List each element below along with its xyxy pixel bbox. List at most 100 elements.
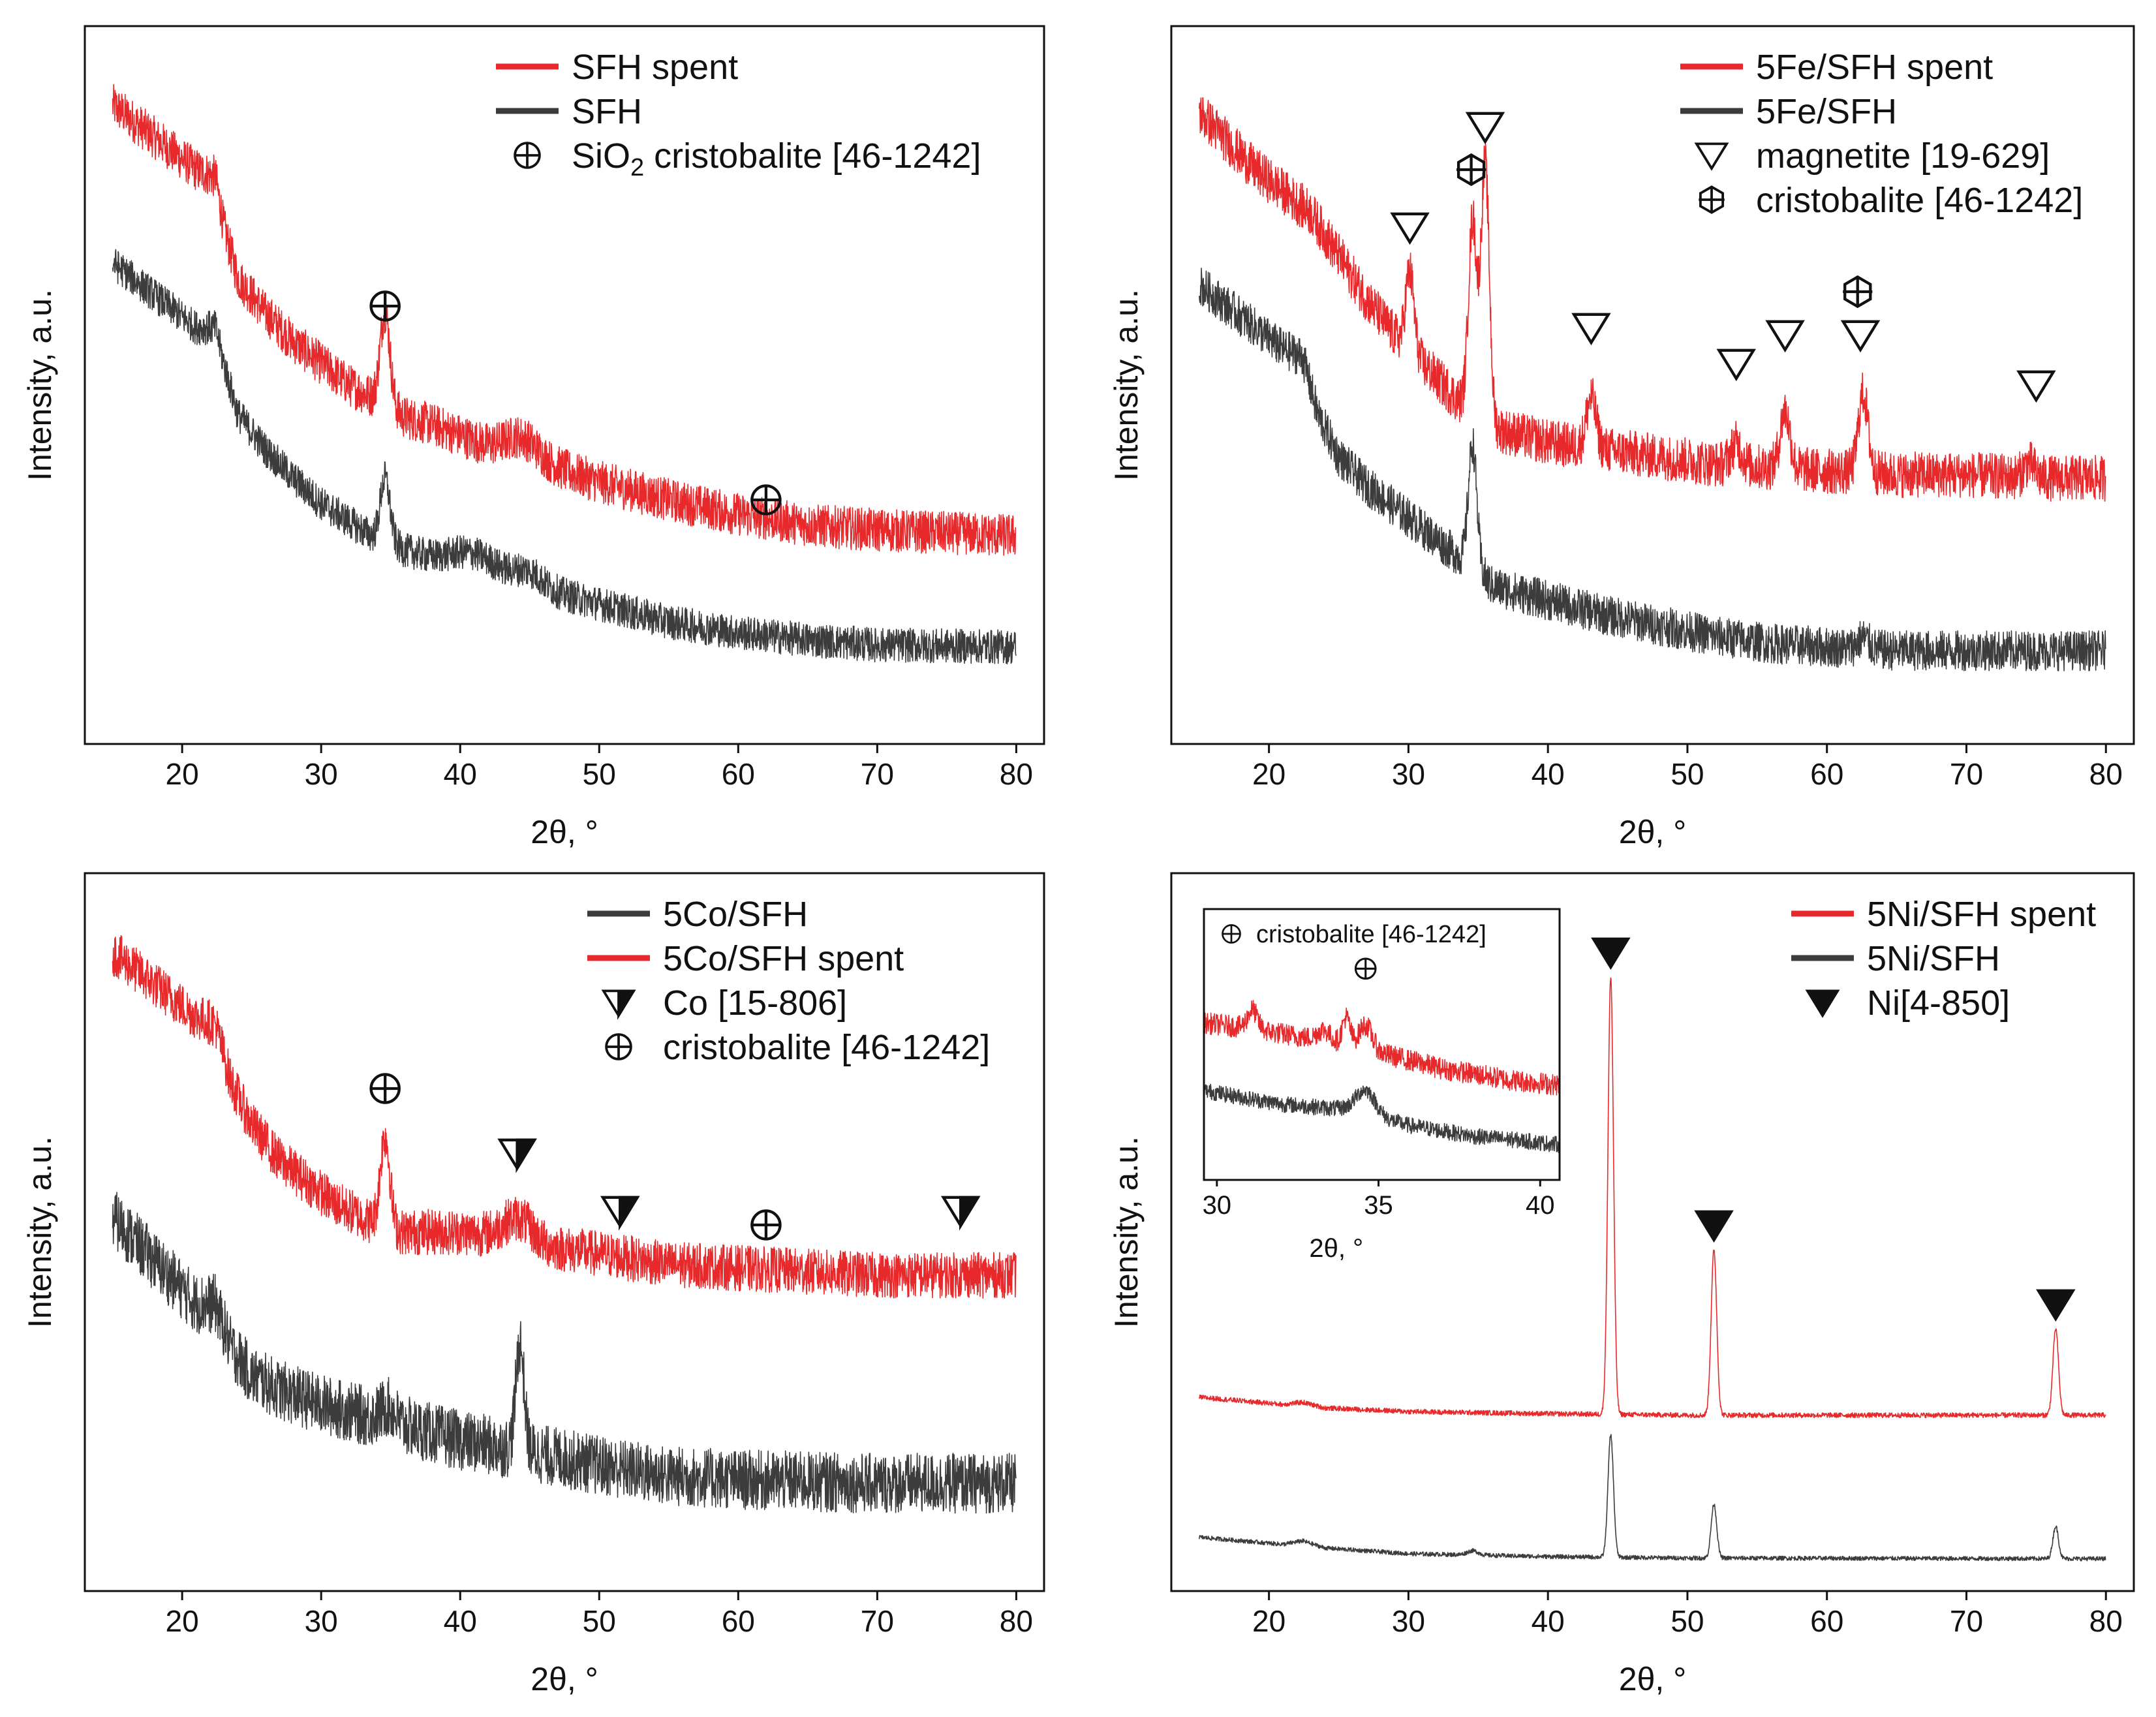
peak-marker-circle-plus [750,484,782,516]
series-trace-5ni-sfh [1203,1083,1560,1153]
x-tick-label: 30 [305,757,338,791]
x-tick-label: 40 [1532,1604,1565,1638]
x-tick-label: 50 [1671,1604,1704,1638]
series-trace-5co-sfh [112,1192,1017,1514]
legend-marker-circle-plus [605,1033,632,1060]
legend-label: Ni[4-850] [1867,983,2010,1023]
x-tick-label: 70 [861,757,894,791]
x-tick-label: 50 [583,757,616,791]
x-axis-label: 2θ, ° [531,814,598,850]
series-trace-5ni-sfh [1199,1434,2106,1562]
x-tick-label: 40 [1532,757,1565,791]
legend-marker-tri-open [1694,142,1729,171]
legend-item: 5Fe/SFH [1680,92,1897,131]
x-tick-label: 30 [305,1604,338,1638]
plot-frame [1170,25,2135,745]
peak-marker-hex-plus [1456,153,1486,187]
peak-marker-tri-filled [1591,937,1631,970]
legend-item: SFH spent [496,48,738,87]
series-trace-5co-sfh-spent [112,935,1017,1299]
peak-marker-tri-open [1571,313,1611,346]
peak-marker-tri-half [497,1138,537,1173]
x-axis-label: 2θ, ° [1619,814,1686,850]
legend-label: 5Co/SFH spent [663,939,904,978]
x-tick-label: 80 [1000,1604,1033,1638]
peak-marker-tri-half [940,1196,981,1231]
x-tick-label: 80 [2089,1604,2123,1638]
legend-item: cristobalite [46-1242] [1699,181,2083,220]
series-trace-sfh-spent [112,84,1017,556]
y-axis-label: Intensity, a.u. [1108,1136,1145,1328]
inset-legend-marker-circle-plus [1222,924,1241,944]
inset-legend-label: cristobalite [46-1242] [1256,921,1486,948]
legend-label: Co [15-806] [663,983,847,1023]
series-trace-5fe-sfh-spent [1199,97,2106,502]
inset-x-axis-label: 2θ, ° [1309,1234,1363,1263]
legend: 5Fe/SFH spent 5Fe/SFH magnetite [19-629] cr… [1680,48,2083,220]
legend-item: cristobalite [46-1242] [605,1028,990,1067]
x-tick-label: 80 [2089,757,2123,791]
x-axis-label: 2θ, ° [531,1661,598,1697]
x-axis-label: 2θ, ° [1619,1661,1686,1697]
y-axis-label: Intensity, a.u. [22,289,58,481]
legend-item: 5Co/SFH spent [587,939,904,978]
legend-label: SiO2 cristobalite [46-1242] [572,136,981,181]
x-tick-label: 50 [1671,757,1704,791]
x-tick-label: 30 [1392,1604,1425,1638]
panel-co: 20 30 40 50 60 70 80 2θ, ° Intensity, a.u. 5Co/SF… [22,872,1045,1697]
x-tick-label: 70 [861,1604,894,1638]
x-tick-label: 70 [1950,1604,1983,1638]
x-tick-label: 30 [1392,757,1425,791]
peak-marker-tri-open [1716,348,1757,382]
legend-item: 5Ni/SFH [1791,939,2000,978]
x-tick-label: 50 [583,1604,616,1638]
legend-item: 5Fe/SFH spent [1680,48,1993,87]
legend: SFH spent SFH SiO2 cristobalite [46-1242] [496,48,981,181]
inset-peak-marker-circle-plus [1354,957,1377,980]
legend-label: cristobalite [46-1242] [1756,181,2083,220]
peak-marker-tri-filled [1694,1210,1734,1243]
legend-item: SFH [496,92,642,131]
peak-marker-circle-plus [369,290,401,322]
legend-label: cristobalite [46-1242] [663,1028,990,1067]
x-tick-label: 60 [722,1604,755,1638]
panel-ni: 20 30 40 50 60 70 80 2θ, ° Intensity, a.u. 5Ni/SF… [1108,872,2135,1697]
peak-marker-circle-plus [369,1073,401,1104]
series-trace-5ni-sfh-spent [1203,1000,1560,1096]
peak-marker-tri-filled [2036,1289,2076,1322]
x-tick-label: 70 [1950,757,1983,791]
x-tick-label: 60 [1810,1604,1843,1638]
x-tick-label: 60 [722,757,755,791]
peak-marker-tri-open [1465,112,1505,145]
peak-marker-tri-half [600,1196,640,1231]
x-tick-label: 20 [166,757,199,791]
legend-label: magnetite [19-629] [1756,136,2050,176]
legend: 5Co/SFH 5Co/SFH spent Co [15-806] cristobal… [587,895,990,1067]
x-tick-label: 40 [444,757,477,791]
x-tick-label: 60 [1810,757,1843,791]
legend-label: 5Ni/SFH spent [1867,895,2096,934]
x-tick-label: 80 [1000,757,1033,791]
legend-label: 5Fe/SFH spent [1756,48,1993,87]
legend-item: SiO2 cristobalite [46-1242] [514,136,981,181]
inset-frame [1203,908,1561,1181]
legend-item: Co [15-806] [601,983,847,1023]
legend-label: SFH spent [572,48,738,87]
x-tick-label: 40 [444,1604,477,1638]
legend-label: SFH [572,92,642,131]
inset-x-tick-label: 40 [1526,1191,1555,1220]
panel-sfh: 20 30 40 50 60 70 80 2θ, ° Intensity, a.u. SFH sp… [22,25,1045,850]
legend-item: magnetite [19-629] [1694,136,2050,176]
x-tick-label: 20 [1252,757,1286,791]
legend-item: 5Ni/SFH spent [1791,895,2096,934]
peak-marker-tri-open [1390,212,1430,245]
series-trace-5fe-sfh [1199,268,2106,672]
plot-frame [84,872,1045,1592]
y-axis-label: Intensity, a.u. [22,1136,58,1328]
plot-frame [84,25,1045,745]
legend-marker-circle-plus [514,142,541,169]
peak-marker-circle-plus [750,1209,782,1241]
inset-x-tick-label: 35 [1364,1191,1393,1220]
legend-marker-hex-plus [1699,185,1725,214]
legend: 5Ni/SFH spent 5Ni/SFH Ni[4-850] [1791,895,2096,1023]
